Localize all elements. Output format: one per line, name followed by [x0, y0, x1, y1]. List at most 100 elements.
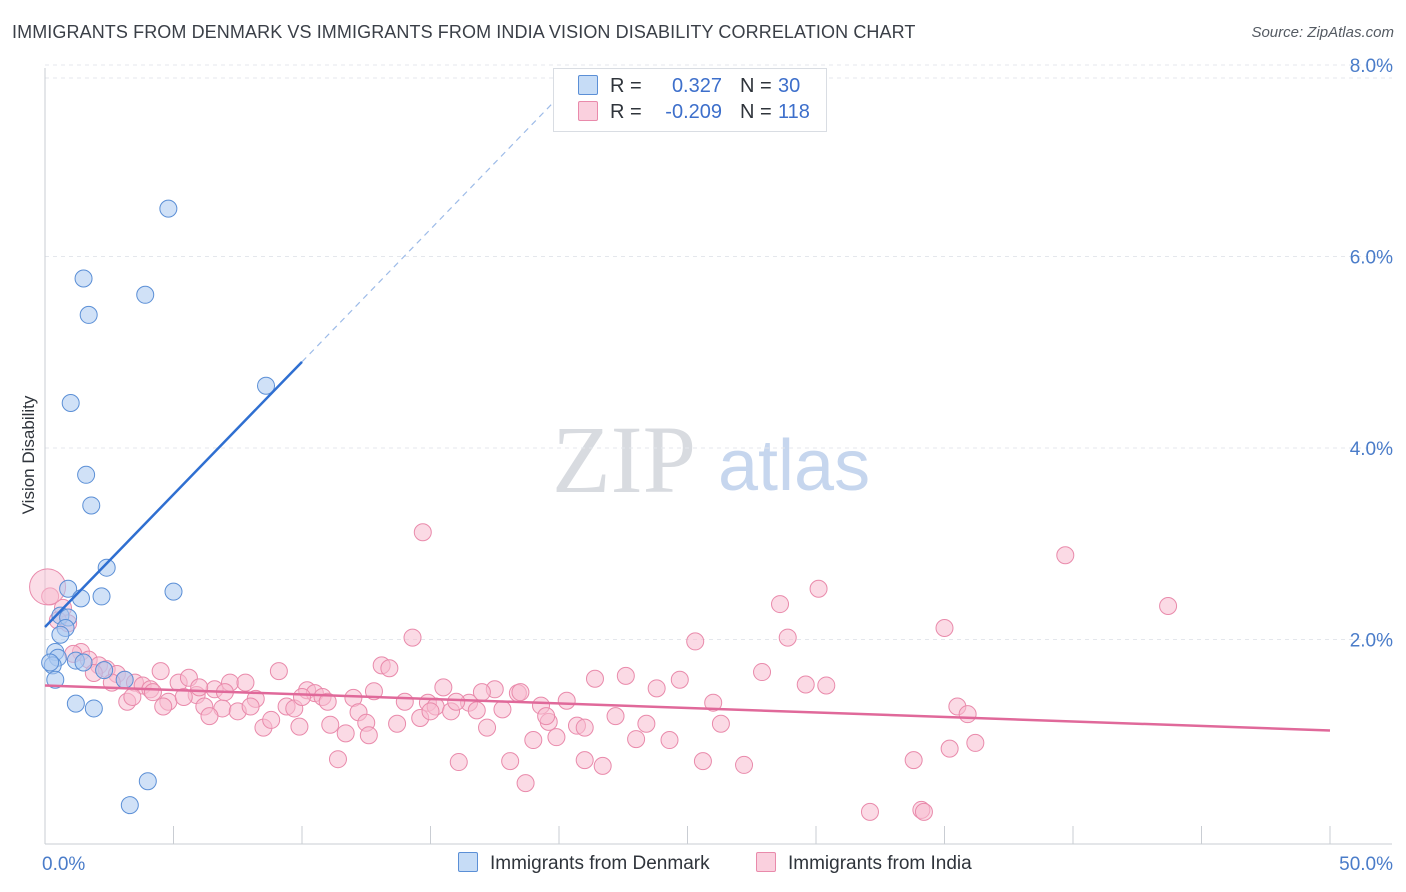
denmark-point — [138, 772, 157, 791]
denmark-point — [97, 558, 116, 577]
india-point — [403, 628, 422, 647]
y-axis-label: Vision Disability — [19, 395, 38, 514]
legend-swatch-denmark — [578, 75, 598, 95]
legend-n-label: N = — [740, 101, 772, 123]
denmark-point — [84, 699, 103, 718]
legend-r-label: R = — [610, 101, 642, 123]
india-point — [796, 675, 815, 694]
india-point — [753, 663, 772, 682]
india-point — [670, 670, 689, 689]
bottom-legend-swatch-denmark — [458, 852, 478, 872]
india-point — [575, 751, 594, 770]
denmark-series — [41, 199, 276, 815]
denmark-point — [77, 465, 96, 484]
india-point — [190, 678, 209, 697]
denmark-point — [92, 587, 111, 606]
india-point — [174, 687, 193, 706]
legend-r-value: 0.327 — [671, 75, 722, 97]
india-point — [537, 707, 556, 726]
india-point — [269, 662, 288, 681]
india-point — [616, 666, 635, 685]
india-point — [735, 755, 754, 774]
india-point — [493, 700, 512, 719]
india-point — [693, 752, 712, 771]
india-point — [637, 714, 656, 733]
india-point — [328, 750, 347, 769]
india-point — [236, 673, 255, 692]
denmark-point — [41, 653, 60, 672]
source-label: Source: ZipAtlas.com — [1251, 24, 1394, 41]
india-point — [704, 693, 723, 712]
india-point — [940, 739, 959, 758]
bottom-legend-label-india: Immigrants from India — [788, 853, 972, 874]
india-series — [29, 523, 1178, 821]
india-point — [380, 659, 399, 678]
india-point — [958, 705, 977, 724]
india-point — [606, 707, 625, 726]
india-point — [467, 701, 486, 720]
legend-n-value: 30 — [778, 75, 801, 97]
chart-title: IMMIGRANTS FROM DENMARK VS IMMIGRANTS FR… — [12, 22, 916, 42]
india-point — [575, 718, 594, 737]
india-point — [293, 687, 311, 706]
india-point — [395, 692, 414, 711]
india-point — [447, 692, 466, 711]
y-tick-label: 6.0% — [1350, 248, 1393, 269]
india-point — [1159, 596, 1178, 615]
x-tick-label: 50.0% — [1339, 854, 1393, 875]
india-point — [151, 662, 170, 681]
legend-swatch-india — [578, 101, 598, 121]
denmark-trend-line — [44, 360, 303, 628]
india-point — [557, 691, 576, 710]
watermark-atlas: atlas — [718, 426, 870, 506]
denmark-point — [59, 579, 78, 598]
denmark-point — [74, 269, 93, 288]
denmark-point — [115, 670, 134, 689]
legend-n-label: N = — [740, 75, 772, 97]
india-point — [388, 714, 407, 733]
bottom-legend-india: Immigrants from India — [756, 852, 972, 876]
india-point — [966, 733, 985, 752]
india-point — [627, 730, 646, 749]
legend-row-india: R = -0.209 N = 118 — [578, 101, 810, 127]
india-point — [524, 731, 543, 750]
legend-r-label: R = — [610, 75, 642, 97]
legend-r-value: -0.209 — [665, 101, 722, 123]
denmark-point — [74, 653, 93, 672]
bottom-legend-denmark: Immigrants from Denmark — [458, 852, 710, 876]
trend-lines — [44, 96, 1331, 732]
correlation-legend: R = 0.327 N = 30 R = -0.209 N = 118 — [553, 68, 827, 132]
legend-n-value: 118 — [778, 101, 810, 123]
india-point — [817, 676, 836, 695]
india-point — [290, 717, 309, 736]
india-point — [364, 682, 383, 701]
india-point — [123, 687, 142, 706]
y-tick-label: 8.0% — [1350, 56, 1393, 77]
india-point — [778, 628, 797, 647]
india-point — [200, 707, 219, 726]
denmark-point — [159, 199, 178, 218]
india-point — [449, 753, 468, 772]
india-point — [711, 714, 730, 733]
denmark-point — [164, 582, 183, 601]
india-point — [501, 752, 520, 771]
india-point — [585, 669, 604, 688]
bottom-legend-swatch-india — [756, 852, 776, 872]
india-point — [660, 731, 679, 750]
india-point — [318, 692, 337, 711]
denmark-point — [82, 496, 101, 515]
watermark-zip: ZIP — [552, 406, 696, 513]
india-point — [336, 724, 355, 743]
denmark-point — [257, 376, 276, 395]
india-point — [593, 756, 612, 775]
india-point — [771, 595, 790, 614]
india-point — [359, 726, 378, 745]
grid-lines — [45, 64, 1392, 640]
india-point — [904, 751, 923, 770]
denmark-point — [66, 694, 85, 713]
india-point — [511, 683, 530, 702]
india-point — [860, 802, 879, 821]
y-tick-label: 2.0% — [1350, 631, 1393, 652]
india-point — [241, 697, 260, 716]
india-point — [434, 678, 453, 697]
